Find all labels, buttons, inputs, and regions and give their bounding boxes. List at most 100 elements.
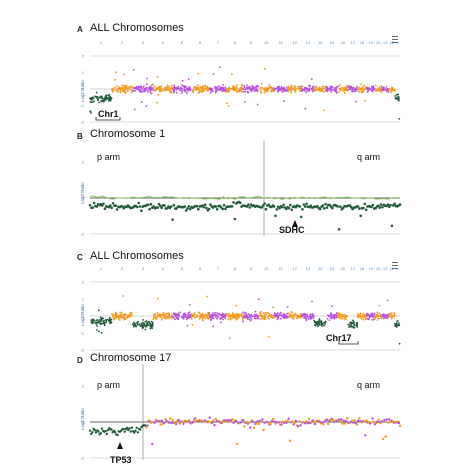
data-point: [356, 419, 360, 422]
data-point: [220, 321, 222, 324]
data-point: [248, 318, 251, 321]
data-point: [142, 319, 145, 321]
data-point: [89, 110, 92, 113]
data-point: [173, 84, 175, 87]
data-point: [130, 91, 133, 94]
data-point: [271, 417, 275, 421]
menu-icon[interactable]: [392, 262, 398, 269]
data-point: [184, 90, 187, 93]
data-point: [398, 322, 400, 324]
data-point: [311, 315, 314, 318]
data-point: [222, 318, 224, 321]
data-point: [175, 91, 178, 94]
data-point: [133, 431, 136, 434]
data-point: [105, 321, 108, 324]
data-point: [245, 420, 248, 424]
data-point: [184, 209, 188, 212]
data-point: [163, 421, 166, 424]
data-point: [363, 317, 366, 319]
data-point: [372, 318, 375, 321]
data-point: [141, 88, 144, 91]
data-point: [345, 87, 348, 90]
data-point: [156, 87, 159, 90]
data-point: [152, 83, 155, 86]
data-point: [312, 420, 315, 423]
data-point: [214, 417, 217, 421]
data-point: [325, 85, 328, 88]
data-point: [215, 87, 218, 90]
data-point: [181, 90, 184, 93]
chromosome-label: 8: [234, 266, 237, 271]
data-point: [292, 87, 295, 90]
data-point: [238, 315, 241, 318]
data-point: [261, 418, 264, 421]
data-point: [279, 314, 282, 317]
data-point: [364, 318, 367, 321]
data-point: [364, 208, 368, 212]
data-point: [236, 442, 239, 445]
data-point: [92, 201, 96, 205]
menu-icon[interactable]: [392, 36, 398, 43]
data-point: [203, 316, 206, 318]
data-point: [342, 314, 345, 317]
data-point: [212, 419, 215, 422]
data-point: [204, 85, 206, 88]
data-point: [349, 86, 352, 88]
data-point: [377, 88, 379, 91]
data-point: [397, 99, 400, 101]
data-point: [182, 315, 185, 318]
tp53-annotation: TP53: [110, 455, 132, 465]
data-point: [192, 418, 196, 422]
data-point: [311, 90, 314, 93]
data-point: [198, 318, 201, 320]
data-point: [102, 320, 105, 323]
data-point: [171, 418, 174, 422]
data-point: [118, 319, 121, 321]
data-point: [341, 206, 345, 210]
chromosome-label: 9: [250, 40, 253, 45]
data-point: [253, 313, 256, 316]
data-point: [209, 203, 212, 206]
data-point: [274, 88, 277, 90]
data-point: [259, 87, 262, 89]
chromosome-label: 11: [279, 266, 284, 271]
data-point: [309, 85, 311, 87]
data-point: [280, 311, 282, 314]
data-point: [270, 420, 274, 423]
data-point: [216, 312, 218, 314]
data-point: [163, 204, 166, 207]
data-point: [289, 313, 291, 315]
data-point: [270, 314, 273, 316]
data-point: [188, 311, 191, 314]
data-point: [248, 86, 251, 89]
data-point: [235, 89, 238, 92]
data-point: [350, 205, 353, 209]
data-point: [323, 90, 326, 93]
data-point: [216, 317, 218, 320]
data-point: [149, 324, 152, 327]
data-point: [101, 318, 103, 321]
data-point: [154, 313, 157, 316]
data-point: [318, 318, 321, 321]
chromosome-label: 10: [264, 40, 269, 45]
data-point: [137, 85, 140, 88]
data-point: [122, 89, 125, 92]
data-point: [355, 423, 359, 426]
data-point: [181, 79, 184, 82]
data-point: [381, 91, 383, 94]
data-point: [363, 84, 365, 87]
data-point: [340, 88, 342, 90]
data-point: [219, 318, 222, 320]
data-point: [290, 91, 292, 94]
data-point: [358, 207, 361, 210]
data-point: [298, 420, 301, 423]
data-point: [144, 321, 147, 323]
data-point: [364, 434, 367, 437]
data-point: [357, 88, 360, 91]
data-point: [260, 91, 263, 94]
data-point: [320, 320, 323, 323]
data-point: [88, 429, 92, 432]
data-point: [361, 91, 364, 94]
data-point: [276, 312, 279, 315]
data-point: [202, 205, 205, 209]
